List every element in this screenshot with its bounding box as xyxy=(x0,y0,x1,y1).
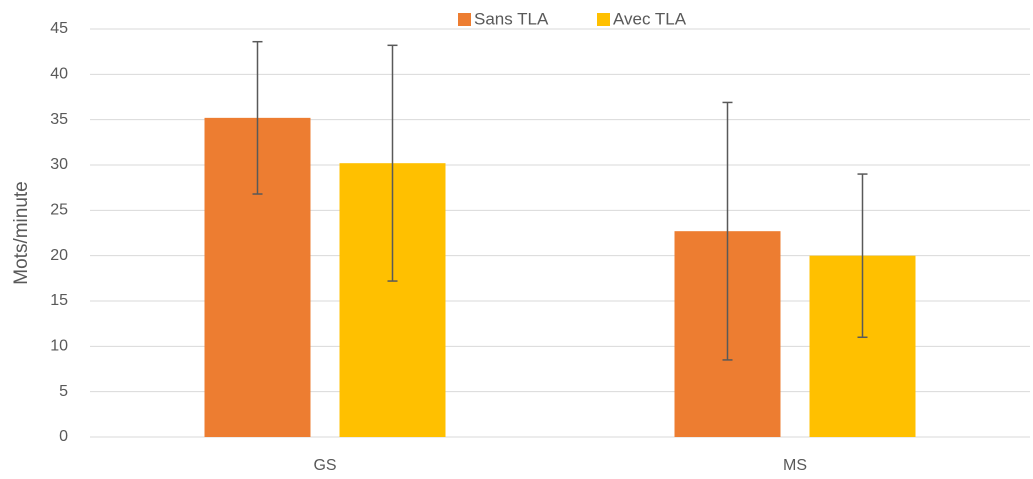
error-bar xyxy=(722,101,733,361)
y-tick-label: 30 xyxy=(50,156,68,173)
y-axis-label: Mots/minute xyxy=(11,181,32,284)
y-tick-label: 20 xyxy=(50,247,68,264)
legend-swatch xyxy=(458,13,471,26)
y-tick-label: 35 xyxy=(50,111,68,128)
y-tick-label: 5 xyxy=(59,383,68,400)
y-tick-label: 0 xyxy=(59,428,68,445)
error-bar xyxy=(857,173,868,339)
y-tick-label: 45 xyxy=(50,20,68,37)
y-tick-label: 25 xyxy=(50,202,68,219)
error-bar xyxy=(387,44,398,282)
legend-swatch xyxy=(597,13,610,26)
x-tick-label: MS xyxy=(783,457,807,474)
y-tick-label: 40 xyxy=(50,66,68,83)
y-tick-label: 10 xyxy=(50,338,68,355)
legend-label: Avec TLA xyxy=(613,9,687,28)
error-bar xyxy=(252,40,263,195)
x-tick-label: GS xyxy=(313,457,336,474)
legend-label: Sans TLA xyxy=(474,9,549,28)
y-tick-label: 15 xyxy=(50,292,68,309)
